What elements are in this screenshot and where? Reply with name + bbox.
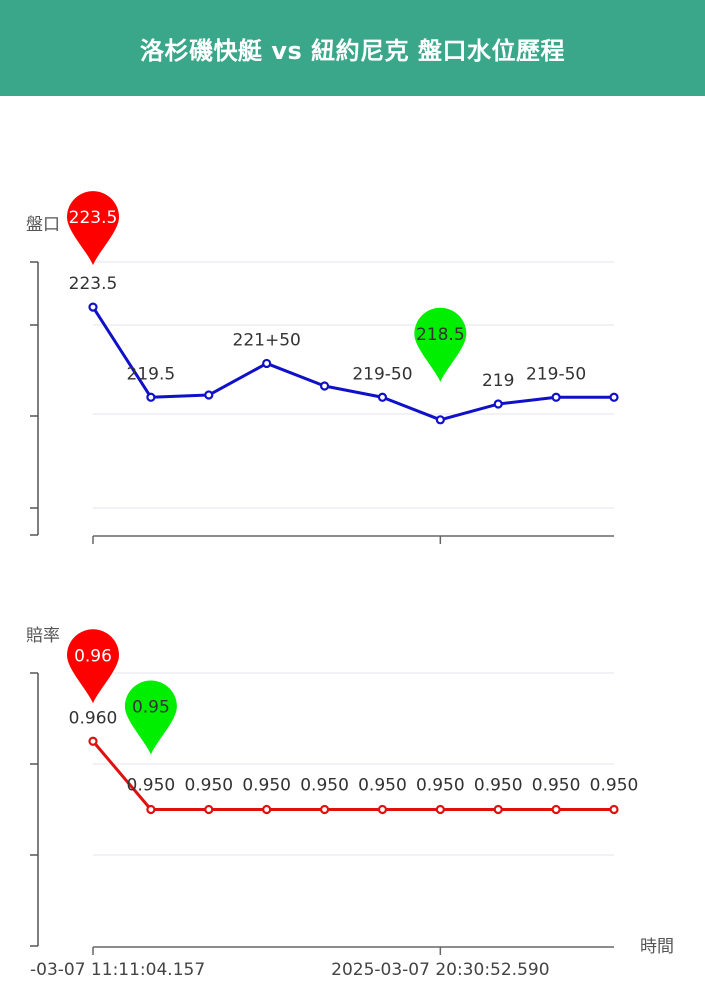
data-label: 219.5 <box>127 364 176 384</box>
max-marker-pin <box>67 191 119 266</box>
data-point <box>204 390 214 400</box>
y-axis-title: 賠率 <box>26 626 60 646</box>
min-marker-label: 0.95 <box>132 698 170 718</box>
odds-line-chart: 賠率 0.960 0.950 0.950 0.950 0.950 0.950 0.950 0.9… <box>26 626 674 980</box>
data-point <box>88 302 98 312</box>
min-marker-label: 218.5 <box>416 325 465 345</box>
data-label: 219-50 <box>352 364 412 384</box>
data-label: 0.950 <box>127 776 176 796</box>
page-title: 洛杉磯快艇 vs 紐約尼克 盤口水位歷程 <box>140 36 565 65</box>
data-label: 219 <box>482 371 514 391</box>
x-tick-label: -03-07 11:11:04.157 <box>30 960 205 980</box>
max-marker-label: 223.5 <box>69 208 118 228</box>
header-bar: 洛杉磯快艇 vs 紐約尼克 盤口水位歷程 <box>0 0 705 96</box>
x-axis-title: 時間 <box>640 937 674 957</box>
data-label: 223.5 <box>69 274 118 294</box>
max-marker-label: 0.96 <box>74 646 112 666</box>
data-point <box>493 399 503 409</box>
y-axis-title: 盤口 <box>26 215 60 235</box>
data-point <box>262 358 272 369</box>
data-label: 0.950 <box>532 776 581 796</box>
data-point <box>551 392 561 402</box>
data-label: 0.950 <box>416 776 465 796</box>
data-label: 0.950 <box>474 776 523 796</box>
series-line <box>91 306 614 422</box>
series-line <box>91 740 614 811</box>
data-point <box>377 804 388 815</box>
data-label: 0.950 <box>358 776 407 796</box>
data-point <box>204 804 214 815</box>
data-label: 0.960 <box>69 708 118 728</box>
min-marker-pin <box>124 680 177 755</box>
data-label: 0.950 <box>242 776 291 796</box>
data-point <box>146 804 156 815</box>
data-point <box>88 736 98 746</box>
data-point <box>435 804 445 815</box>
data-label: 221+50 <box>233 330 301 350</box>
data-point <box>609 804 619 815</box>
data-point <box>435 415 445 425</box>
data-point <box>377 392 388 402</box>
data-label: 0.950 <box>590 776 639 796</box>
data-point <box>262 804 272 815</box>
data-point <box>146 392 156 402</box>
data-point <box>551 804 561 815</box>
data-point <box>609 392 619 402</box>
x-tick-label: 2025-03-07 20:30:52.590 <box>331 960 549 980</box>
data-label: 0.950 <box>300 776 349 796</box>
data-point <box>319 804 330 815</box>
data-label: 219-50 <box>526 364 586 384</box>
data-point <box>319 381 330 391</box>
handicap-line-chart: 盤口 223.5 219.5 221+50 219-50 219 219-50 223.5 21… <box>26 191 619 544</box>
min-marker-pin <box>414 307 467 382</box>
max-marker-pin <box>67 629 119 704</box>
data-point <box>493 804 503 815</box>
data-label: 0.950 <box>184 776 233 796</box>
